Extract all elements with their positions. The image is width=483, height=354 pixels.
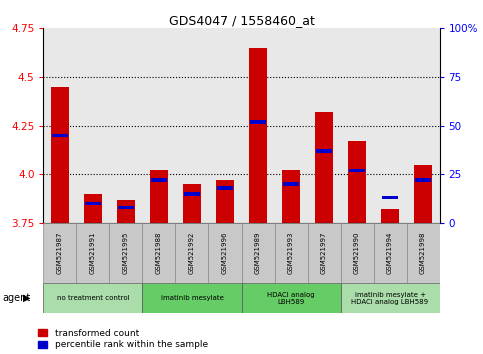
- Bar: [209, 223, 242, 283]
- Bar: [242, 283, 341, 313]
- Bar: [117, 200, 135, 223]
- Bar: [175, 223, 209, 283]
- Bar: [217, 186, 233, 190]
- Text: GSM521994: GSM521994: [387, 232, 393, 274]
- Text: GSM521991: GSM521991: [90, 232, 96, 274]
- Text: ▶: ▶: [23, 293, 31, 303]
- Bar: [84, 194, 102, 223]
- Bar: [348, 141, 366, 223]
- Text: GSM521989: GSM521989: [255, 232, 261, 274]
- Title: GDS4047 / 1558460_at: GDS4047 / 1558460_at: [169, 14, 314, 27]
- Bar: [183, 184, 201, 223]
- Text: GSM521987: GSM521987: [57, 232, 63, 274]
- Bar: [242, 223, 274, 283]
- Bar: [373, 223, 407, 283]
- Text: GSM521990: GSM521990: [354, 232, 360, 274]
- Text: imatinib mesylate +
HDACi analog LBH589: imatinib mesylate + HDACi analog LBH589: [352, 292, 428, 305]
- Bar: [316, 149, 332, 153]
- Bar: [407, 223, 440, 283]
- Bar: [43, 283, 142, 313]
- Bar: [250, 120, 266, 124]
- Text: imatinib mesylate: imatinib mesylate: [160, 295, 224, 301]
- Text: HDACi analog
LBH589: HDACi analog LBH589: [267, 292, 315, 305]
- Text: no treatment control: no treatment control: [57, 295, 129, 301]
- Bar: [110, 223, 142, 283]
- Bar: [216, 180, 234, 223]
- Bar: [43, 223, 76, 283]
- Bar: [76, 223, 110, 283]
- Text: GSM521998: GSM521998: [420, 232, 426, 274]
- Text: GSM521996: GSM521996: [222, 232, 228, 274]
- Bar: [249, 48, 267, 223]
- Bar: [349, 169, 365, 172]
- Bar: [142, 283, 242, 313]
- Bar: [150, 171, 168, 223]
- Bar: [282, 171, 300, 223]
- Bar: [415, 178, 431, 182]
- Bar: [381, 210, 399, 223]
- Bar: [151, 178, 167, 182]
- Bar: [52, 134, 68, 137]
- Bar: [51, 87, 69, 223]
- Bar: [284, 182, 298, 186]
- Legend: transformed count, percentile rank within the sample: transformed count, percentile rank withi…: [38, 329, 208, 349]
- Bar: [383, 196, 398, 199]
- Text: agent: agent: [2, 293, 30, 303]
- Bar: [414, 165, 432, 223]
- Bar: [142, 223, 175, 283]
- Bar: [315, 112, 333, 223]
- Bar: [341, 223, 373, 283]
- Text: GSM521995: GSM521995: [123, 232, 129, 274]
- Bar: [185, 192, 199, 195]
- Bar: [308, 223, 341, 283]
- Bar: [341, 283, 440, 313]
- Bar: [118, 206, 134, 209]
- Text: GSM521988: GSM521988: [156, 232, 162, 274]
- Bar: [85, 202, 100, 205]
- Text: GSM521992: GSM521992: [189, 232, 195, 274]
- Text: GSM521993: GSM521993: [288, 232, 294, 274]
- Bar: [274, 223, 308, 283]
- Text: GSM521997: GSM521997: [321, 232, 327, 274]
